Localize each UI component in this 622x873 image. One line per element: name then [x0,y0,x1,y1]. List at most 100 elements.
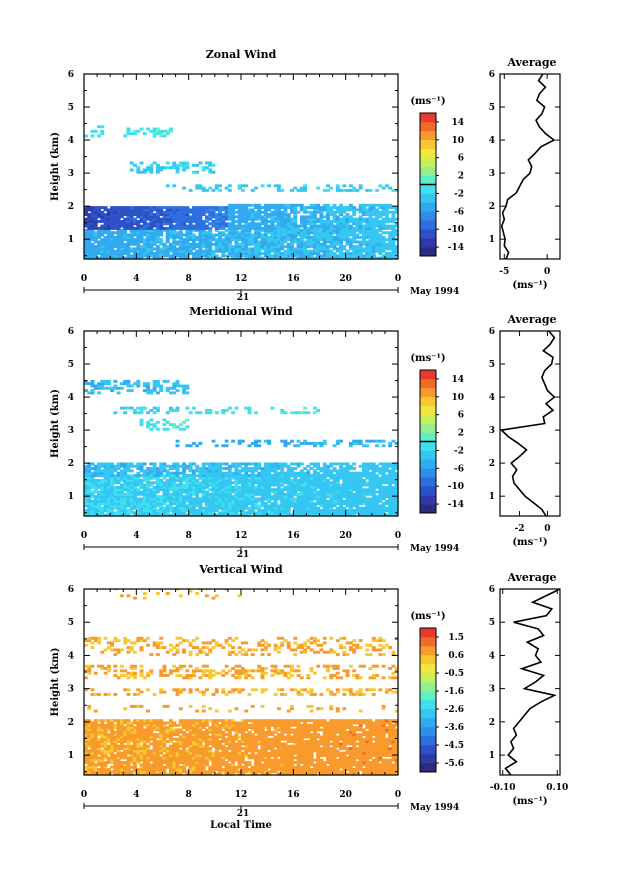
heatmap-cell [126,474,131,478]
heatmap-cell [84,502,88,506]
heatmap-cell [175,492,180,496]
colorbar-swatch [420,247,436,257]
heatmap-cell [218,235,222,239]
heatmap-cell [152,471,157,475]
heatmap-cell [237,464,242,468]
heatmap-cell [276,245,281,249]
heatmap-cell [97,386,101,390]
heatmap-cell [355,502,360,506]
heatmap-cell [93,254,98,258]
heatmap-cell [185,163,190,167]
heatmap-cell [155,220,160,223]
heatmap-cell [388,254,393,258]
heatmap-cell [371,462,376,466]
heatmap-cell [319,249,324,253]
heatmap-cell [116,222,121,226]
heatmap-cell [159,134,164,138]
heatmap-cell [201,166,206,170]
heatmap-cell [126,240,131,244]
heatmap-cell [84,490,88,494]
heatmap-cell [146,206,151,210]
heatmap-cell [201,235,206,239]
heatmap-cell [316,511,321,515]
heatmap-cell [139,481,144,485]
heatmap-cell [296,188,301,192]
heatmap-cell [371,238,376,242]
heatmap-cell [316,471,321,475]
heatmap-cell [381,488,386,492]
heatmap-cell [384,770,389,774]
heatmap-cell [162,770,167,774]
heatmap-cell [110,474,115,477]
heatmap-cell [384,509,389,512]
heatmap-cell [365,467,370,471]
heatmap-cell [381,224,386,228]
heatmap-cell [290,240,294,244]
heatmap-cell [146,490,151,494]
heatmap-cell [388,469,393,473]
heatmap-cell [231,249,236,253]
heatmap-cell [322,481,327,485]
heatmap-cell [309,476,314,480]
heatmap-cell [146,504,151,508]
heatmap-cell [254,215,258,219]
heatmap-cell [286,509,291,512]
heatmap-cell [126,469,131,473]
heatmap-cell [283,235,288,239]
heatmap-cell [273,254,278,258]
heatmap-cell [244,490,249,494]
heatmap-cell [273,513,278,517]
heatmap-cell [247,240,252,244]
heatmap-cell [119,506,124,510]
heatmap-cell [250,254,255,258]
heatmap-cell [293,240,298,244]
heatmap-cell [391,254,396,258]
heatmap-cell [211,215,216,219]
heatmap-cell [381,509,386,512]
heatmap-cell [234,506,239,510]
heatmap-cell [146,497,151,501]
heatmap-cell [162,488,167,492]
heatmap-cell [237,226,242,230]
heatmap-cell [155,420,160,424]
heatmap-cell [326,235,330,239]
heatmap-cell [224,513,229,517]
heatmap-cell [273,504,278,508]
heatmap-cell [97,471,101,475]
heatmap-cell [227,226,232,230]
heatmap-cell [159,252,164,255]
heatmap-cell [159,249,164,253]
heatmap-cell [348,502,353,506]
heatmap-cell [332,497,337,501]
heatmap-cell [165,235,170,239]
heatmap-cell [326,499,330,503]
heatmap-cell [312,464,317,468]
heatmap-cell [116,509,121,512]
heatmap-cell [142,217,147,221]
heatmap-cell [306,481,311,485]
heatmap-cell [280,224,285,228]
heatmap-cell [162,499,167,503]
average-x-tick-label: 0 [544,524,550,534]
heatmap-cell [234,252,239,255]
heatmap-cell [358,249,363,253]
heatmap-cell [384,242,389,246]
heatmap-cell [306,256,311,260]
heatmap-cell [165,483,170,487]
heatmap-cell [139,467,144,471]
heatmap-cell [218,245,222,249]
heatmap-cell [133,222,137,226]
heatmap-cell [142,231,147,235]
heatmap-cell [142,485,147,489]
heatmap-cell [299,252,304,255]
heatmap-cell [391,485,396,489]
heatmap-cell [218,770,222,774]
heatmap-cell [254,492,258,496]
heatmap-cell [188,467,193,471]
heatmap-cell [306,772,311,776]
heatmap-cell [185,425,190,429]
heatmap-cell [234,224,239,228]
heatmap-cell [165,233,170,237]
heatmap-cell [303,240,308,244]
heatmap-cell [191,235,196,239]
